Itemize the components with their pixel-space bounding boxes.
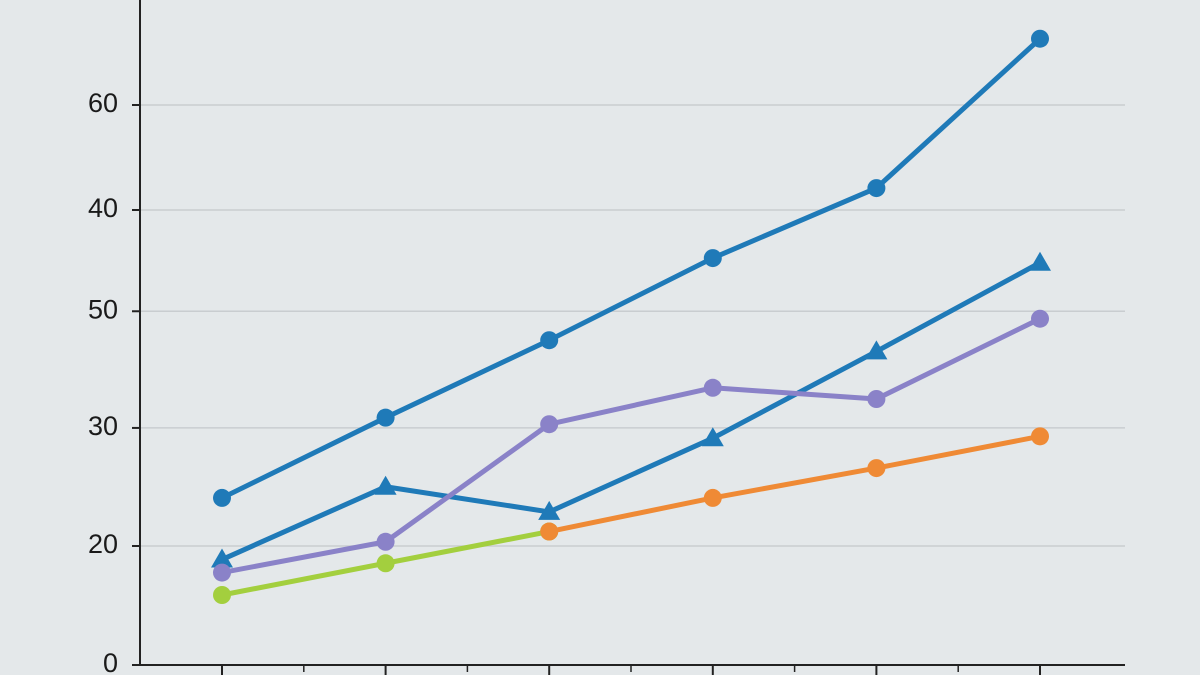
y-tick-label: 20 bbox=[88, 529, 118, 559]
y-tick-label: 0 bbox=[103, 648, 118, 675]
marker bbox=[703, 378, 722, 397]
marker bbox=[213, 586, 231, 604]
marker bbox=[703, 249, 722, 268]
marker bbox=[376, 408, 395, 427]
marker bbox=[374, 475, 397, 495]
marker bbox=[376, 532, 395, 551]
marker bbox=[213, 563, 231, 582]
grid: 0 20 30 50 40 60 bbox=[88, 88, 1125, 675]
marker bbox=[701, 427, 724, 447]
marker bbox=[1031, 427, 1049, 446]
plot bbox=[211, 29, 1051, 604]
marker bbox=[540, 331, 559, 350]
marker bbox=[867, 459, 886, 478]
marker bbox=[1031, 309, 1049, 328]
marker bbox=[211, 548, 233, 568]
series-line bbox=[220, 36, 1042, 501]
marker bbox=[540, 522, 559, 541]
series-line bbox=[548, 433, 1041, 534]
marker bbox=[865, 340, 888, 360]
marker bbox=[376, 554, 395, 573]
marker bbox=[540, 415, 559, 434]
marker bbox=[867, 179, 886, 198]
y-tick-label: 50 bbox=[88, 294, 118, 324]
marker bbox=[867, 390, 886, 408]
series-line bbox=[220, 260, 1042, 562]
y-tick-label: 60 bbox=[88, 88, 118, 118]
marker bbox=[538, 500, 561, 520]
marker bbox=[1031, 29, 1049, 48]
y-tick-label: 30 bbox=[88, 411, 118, 441]
y-tick-label: 40 bbox=[88, 193, 118, 223]
marker bbox=[1029, 251, 1051, 271]
marker bbox=[703, 488, 722, 507]
marker bbox=[213, 488, 231, 507]
series-line bbox=[221, 316, 1042, 576]
